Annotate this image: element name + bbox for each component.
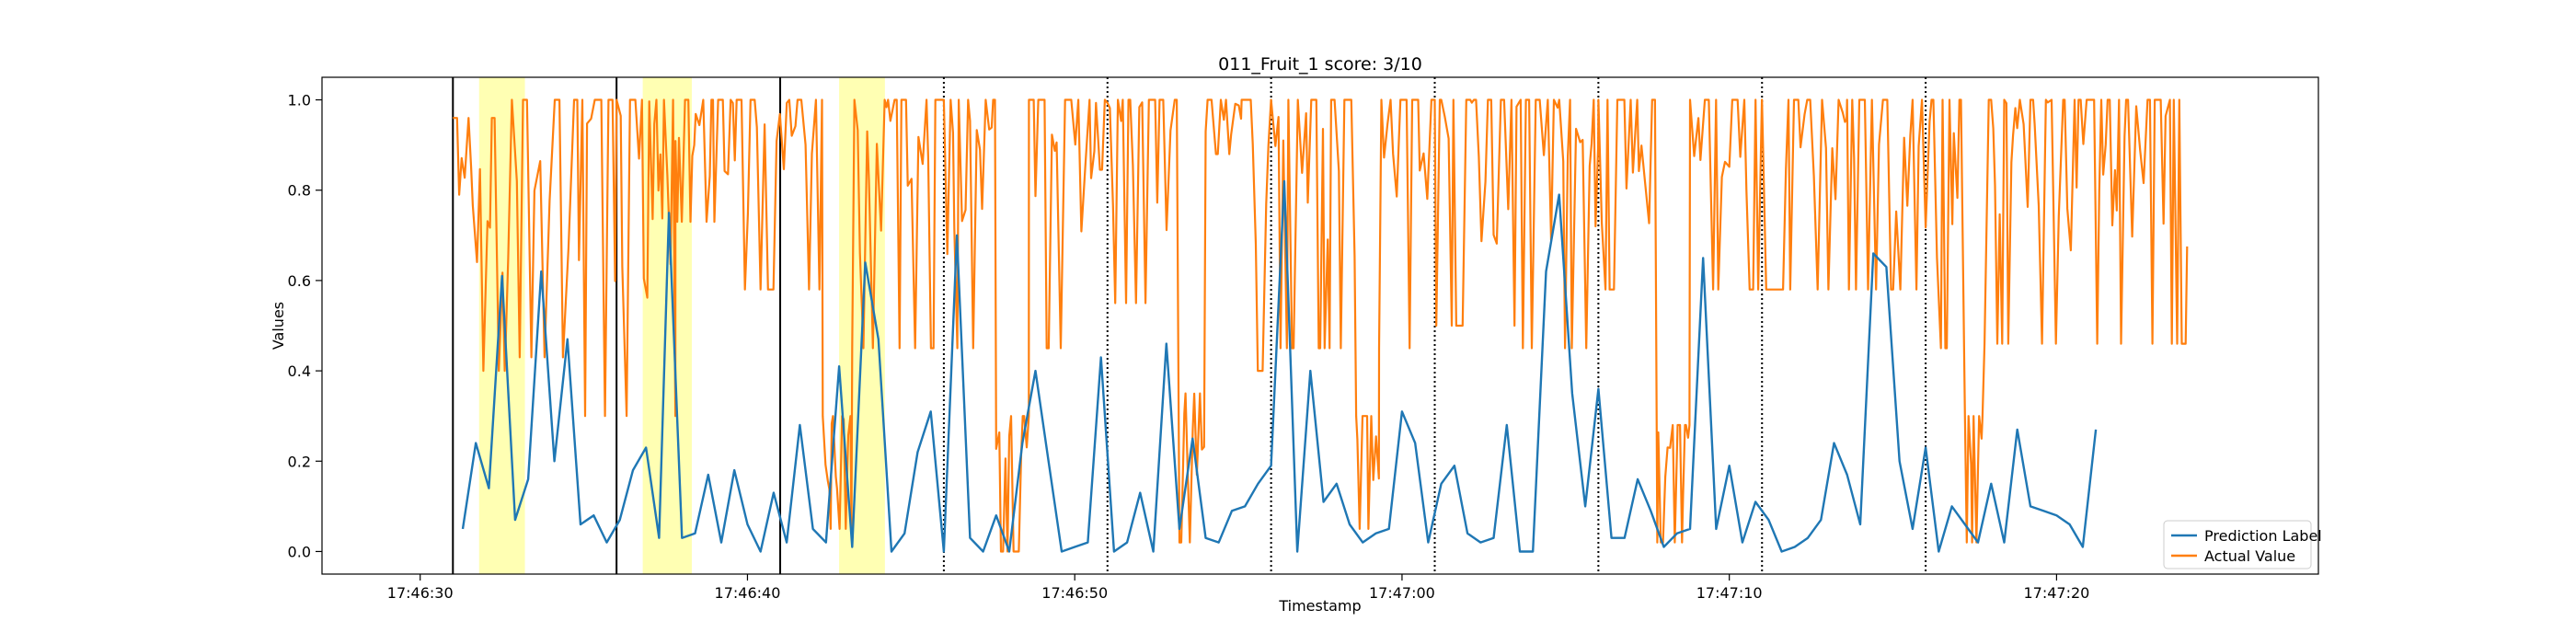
x-tick-label-4: 17:47:00	[1369, 584, 1435, 602]
legend-label-prediction-label: Prediction Label	[2204, 527, 2322, 545]
legend: Prediction Label Actual Value	[2163, 520, 2322, 569]
y-axis-ticks: 0.0 0.2 0.4 0.6 0.8 1.0	[288, 92, 322, 560]
y-tick-label-3: 0.4	[288, 362, 311, 380]
x-tick-label-6: 17:47:20	[2023, 584, 2089, 602]
legend-label-actual-value: Actual Value	[2204, 547, 2295, 565]
highlight-spans	[478, 77, 885, 574]
y-tick-label-1: 0.0	[288, 543, 311, 560]
x-tick-label-5: 17:47:10	[1696, 584, 1763, 602]
y-tick-label-5: 0.8	[288, 182, 311, 200]
x-tick-label-2: 17:46:40	[715, 584, 781, 602]
actual-value-line	[453, 98, 2189, 553]
plot-area-frame	[321, 76, 2319, 575]
x-tick-label-1: 17:46:30	[387, 584, 454, 602]
y-axis-label: Values	[270, 302, 287, 350]
series-prediction-label	[461, 179, 2098, 553]
chart-title: 011_Fruit_1 score: 3/10	[1218, 54, 1422, 75]
x-axis-ticks: 17:46:30 17:46:40 17:46:50 17:47:00 17:47:10…	[387, 574, 2089, 602]
legend-box	[2163, 520, 2312, 569]
y-tick-label-6: 1.0	[288, 92, 311, 109]
highlight-span-1	[478, 77, 525, 574]
prediction-label-line	[461, 179, 2098, 553]
x-axis-label: Timestamp	[1278, 597, 1361, 615]
x-tick-label-3: 17:46:50	[1041, 584, 1108, 602]
series-actual-value	[453, 98, 2189, 553]
y-tick-label-4: 0.6	[288, 272, 311, 290]
y-tick-label-2: 0.2	[288, 453, 311, 470]
